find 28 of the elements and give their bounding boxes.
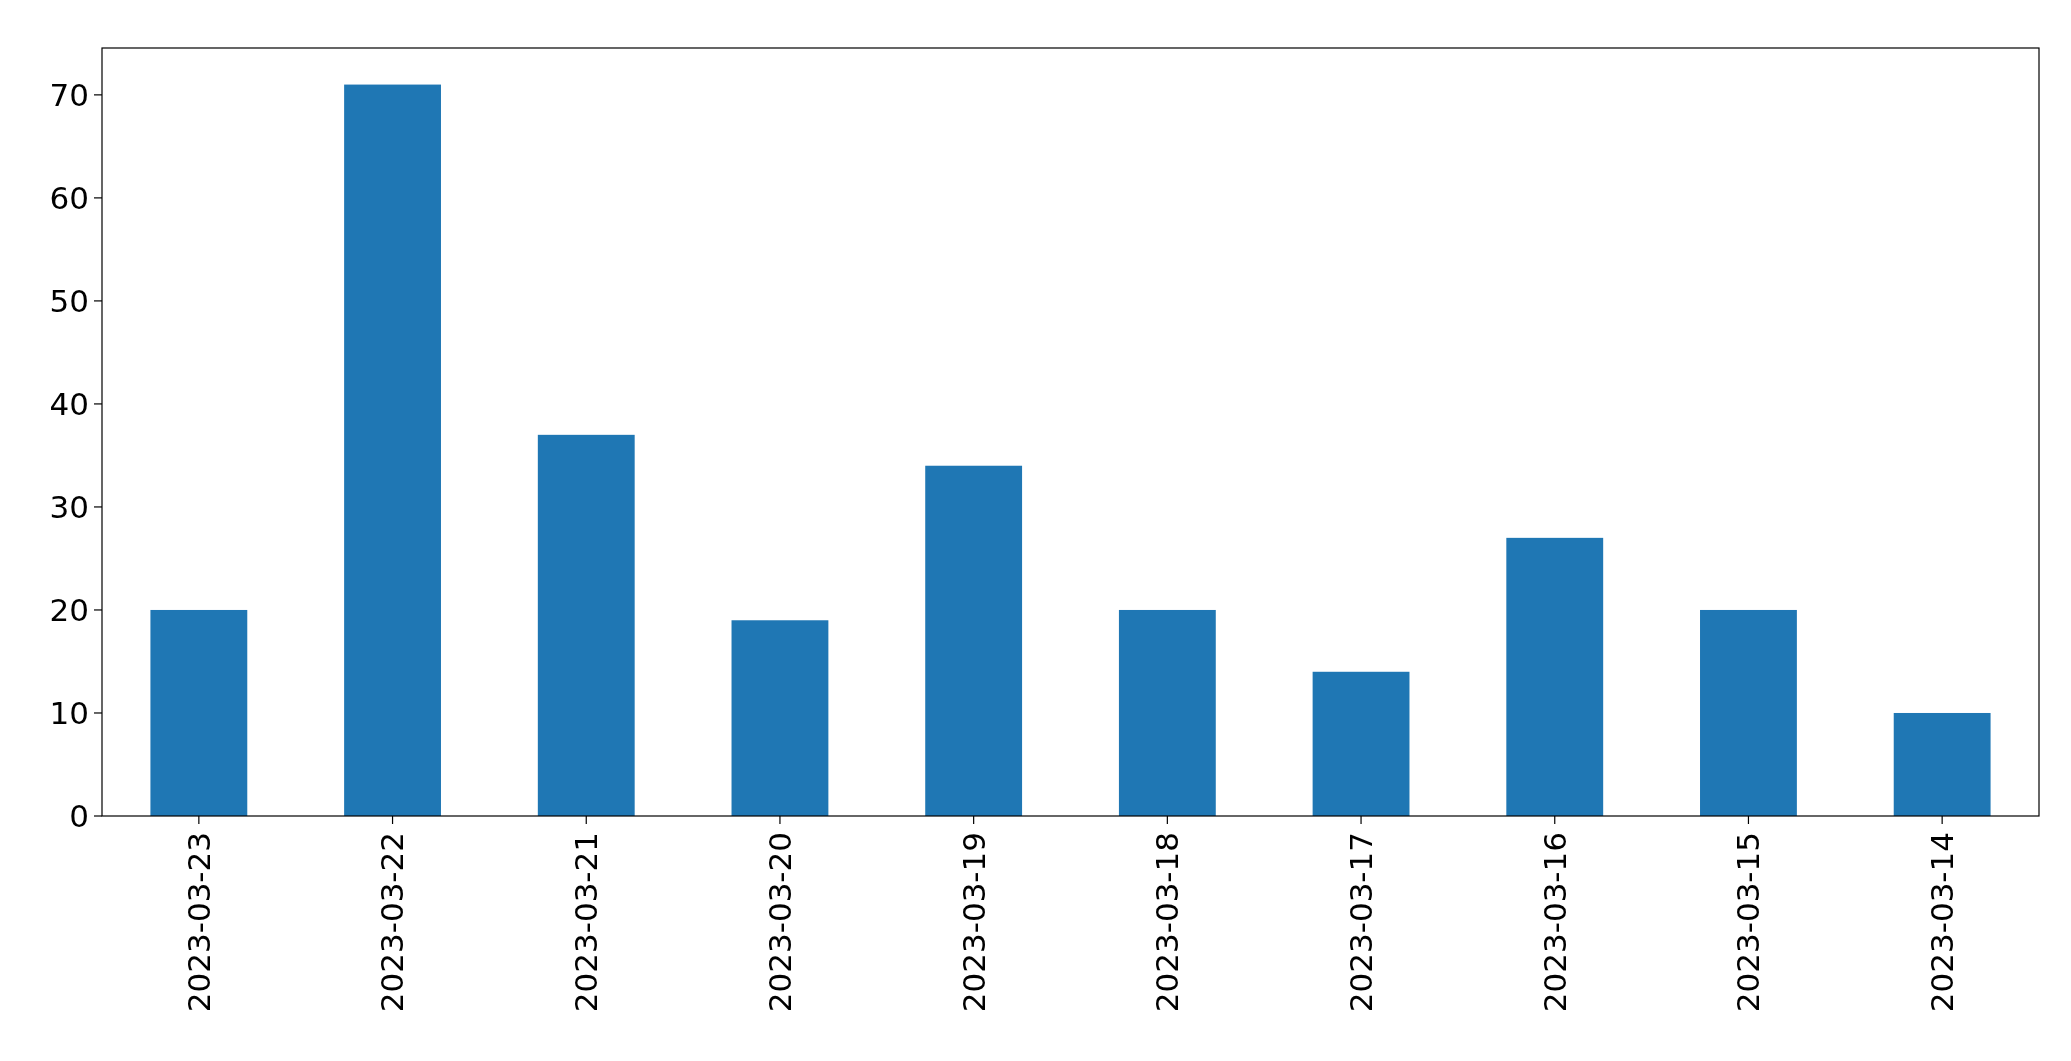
bar	[1893, 712, 1991, 816]
bar	[1312, 671, 1410, 816]
bar	[1506, 537, 1604, 816]
y-tick-label: 50	[49, 282, 89, 319]
bar	[344, 84, 441, 816]
y-tick-label: 70	[49, 76, 89, 113]
bar	[537, 434, 635, 816]
bar	[1118, 609, 1216, 816]
bar	[925, 465, 1023, 816]
x-tick-label: 2023-03-19	[955, 832, 992, 1013]
x-tick-label: 2023-03-18	[1149, 832, 1186, 1013]
x-tick-label: 2023-03-14	[1924, 832, 1960, 1013]
y-tick-label: 30	[49, 488, 89, 525]
y-tick-label: 20	[49, 591, 89, 628]
bar	[150, 609, 248, 816]
x-tick-label: 2023-03-21	[568, 832, 605, 1013]
x-tick-label: 2023-03-16	[1536, 832, 1573, 1013]
y-tick-label: 10	[49, 694, 89, 731]
y-tick-label: 40	[49, 385, 89, 422]
x-tick-label: 2023-03-22	[374, 832, 411, 1013]
x-tick-label: 2023-03-15	[1730, 832, 1767, 1013]
bar	[1700, 609, 1797, 816]
x-tick-label: 2023-03-17	[1342, 832, 1379, 1013]
y-tick-label: 60	[49, 179, 89, 216]
x-tick-label: 2023-03-23	[180, 832, 217, 1013]
bar	[731, 620, 829, 816]
x-tick-label: 2023-03-20	[761, 832, 798, 1013]
y-tick-label: 0	[69, 797, 89, 834]
